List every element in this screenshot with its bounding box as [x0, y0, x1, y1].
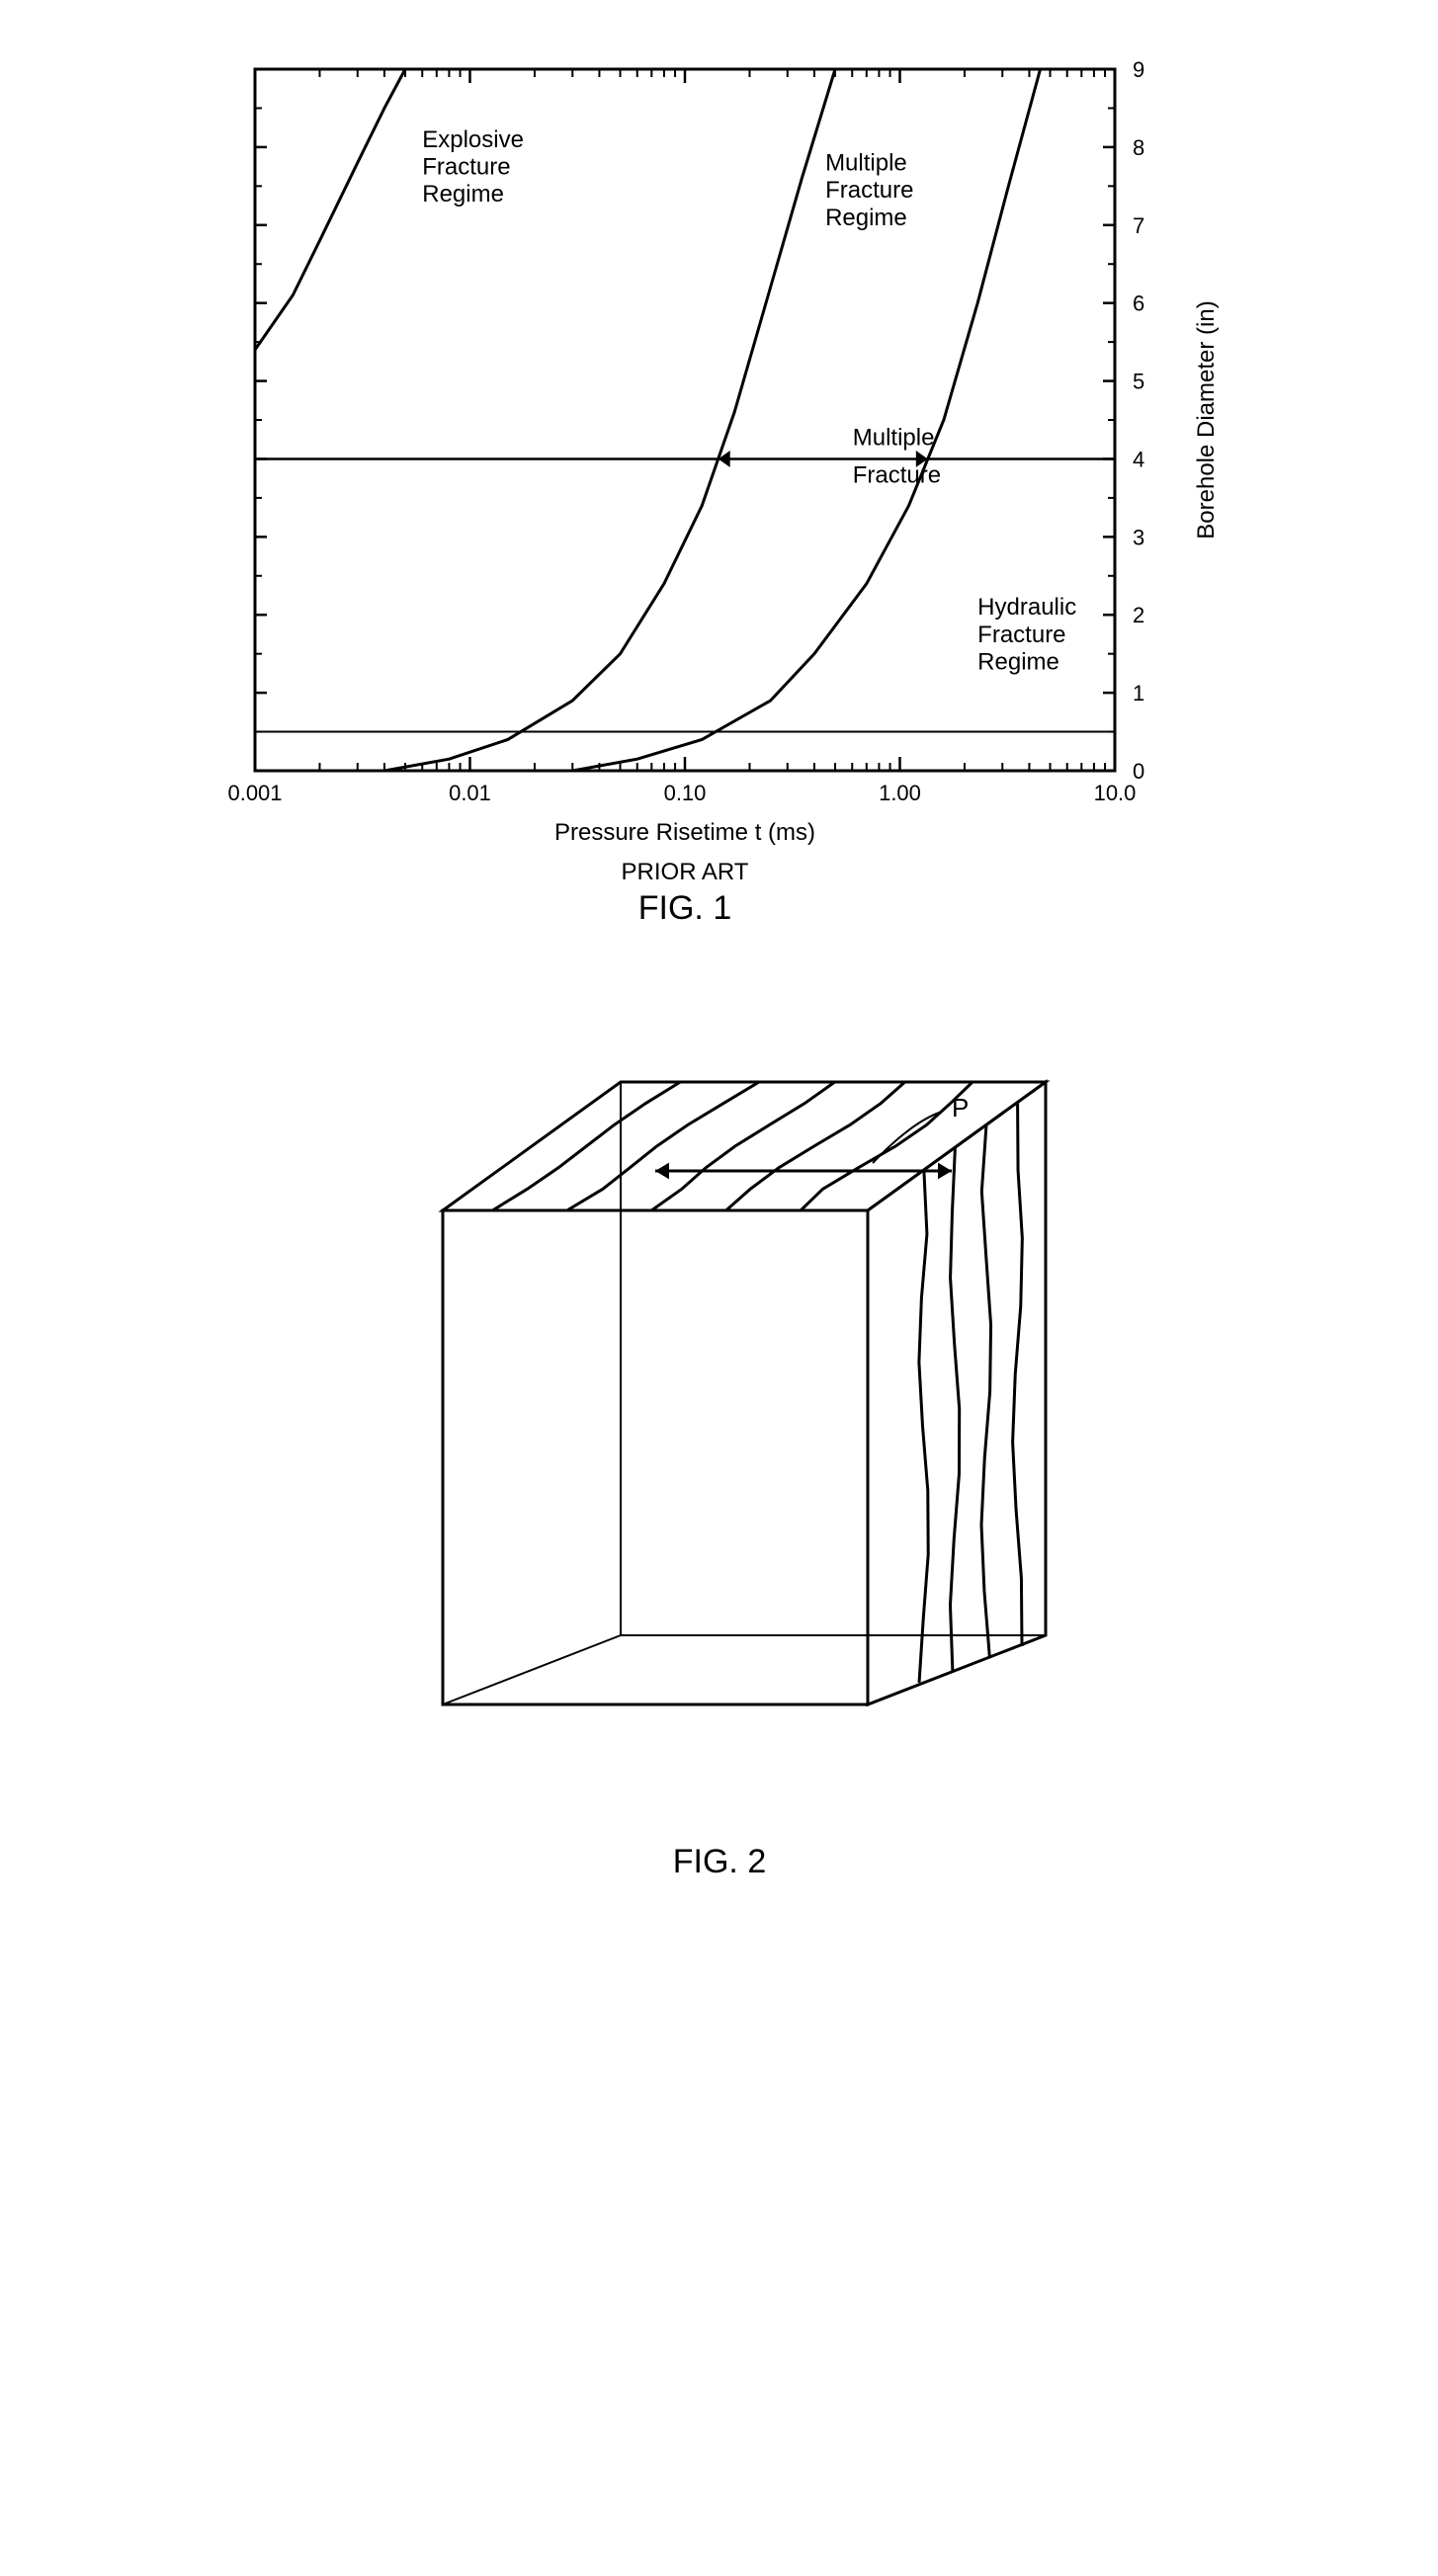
- figure-title: FIG. 1: [637, 889, 730, 927]
- annotation-text: Explosive: [422, 126, 524, 153]
- xtick-label: 0.10: [663, 781, 706, 805]
- annotation-text: Multiple: [825, 150, 907, 177]
- fracture-line-top: [492, 1082, 680, 1210]
- ytick-label: 9: [1133, 57, 1144, 82]
- figure-title: FIG. 2: [672, 1843, 765, 1880]
- fracture-line-side: [1012, 1103, 1022, 1647]
- annotation-text: Hydraulic: [977, 594, 1076, 621]
- y-axis-label: Borehole Diameter (in): [1193, 300, 1220, 539]
- ytick-label: 7: [1133, 213, 1144, 238]
- fracture-line-top: [725, 1082, 904, 1210]
- annotation-text: Fracture: [852, 461, 940, 488]
- xtick-label: 10.0: [1093, 781, 1136, 805]
- figure-subtitle: PRIOR ART: [621, 859, 748, 885]
- label-p: P: [952, 1093, 969, 1122]
- ytick-label: 6: [1133, 291, 1144, 316]
- annotation-text: Fracture: [825, 177, 913, 204]
- ytick-label: 2: [1133, 603, 1144, 627]
- fracture-line-side: [950, 1147, 959, 1670]
- curve-1: [255, 69, 405, 350]
- fracture-line-side: [981, 1124, 991, 1658]
- ytick-label: 1: [1133, 681, 1144, 706]
- ytick-label: 4: [1133, 447, 1144, 471]
- ytick-label: 5: [1133, 370, 1144, 394]
- fracture-line-top: [651, 1082, 834, 1210]
- xtick-label: 1.00: [879, 781, 921, 805]
- figure-2-diagram: P FIG. 2: [324, 1013, 1115, 1902]
- xtick-label: 0.001: [227, 781, 282, 805]
- figure-1-container: 01234567890.0010.010.101.0010.0Explosive…: [176, 40, 1263, 934]
- fracture-line-side: [918, 1170, 927, 1683]
- figure-1-chart: 01234567890.0010.010.101.0010.0Explosive…: [176, 40, 1263, 929]
- annotation-text: Multiple: [852, 424, 934, 451]
- annotation-text: Fracture: [977, 622, 1065, 648]
- curve-3: [572, 69, 1040, 771]
- ytick-label: 8: [1133, 135, 1144, 160]
- annotation-text: Regime: [422, 181, 504, 208]
- ytick-label: 3: [1133, 525, 1144, 549]
- annotation-text: Regime: [977, 648, 1059, 675]
- annotation-text: Regime: [825, 205, 907, 231]
- fracture-line-top: [801, 1082, 973, 1210]
- annotation-text: Fracture: [422, 153, 510, 180]
- figure-2-container: P FIG. 2: [324, 1013, 1115, 1907]
- xtick-label: 0.01: [449, 781, 491, 805]
- x-axis-label: Pressure Risetime t (ms): [553, 819, 814, 846]
